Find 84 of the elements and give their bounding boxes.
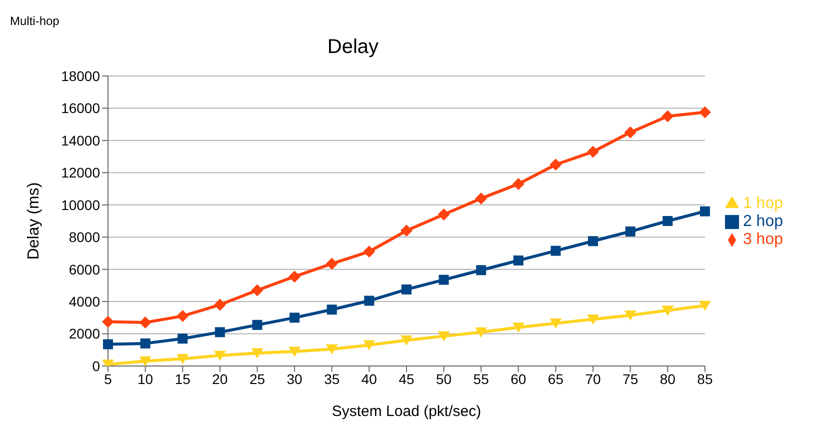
x-tick-label: 15 [174, 370, 191, 387]
x-tick-label: 25 [249, 370, 266, 387]
x-tick-label: 75 [622, 370, 638, 387]
x-tick-label: 55 [473, 370, 490, 387]
x-tick-label: 5 [104, 370, 112, 387]
y-tick-label: 6000 [68, 261, 100, 278]
point [288, 270, 301, 283]
point [102, 316, 114, 328]
x-tick-label: 40 [361, 370, 378, 387]
point [512, 322, 524, 333]
point [438, 274, 449, 285]
point [513, 255, 524, 266]
point [401, 284, 412, 294]
legend-label: 3 hop [742, 231, 783, 248]
point [662, 110, 674, 122]
point [214, 298, 226, 311]
x-tick-label: 65 [548, 370, 564, 387]
point [214, 350, 226, 361]
x-tick-label: 85 [697, 370, 713, 387]
x-axis-title: System Load (pkt/sec) [332, 403, 482, 420]
x-tick-label: 45 [398, 370, 414, 387]
point [587, 314, 600, 325]
point [550, 158, 562, 171]
y-tick-label: 14000 [61, 132, 100, 148]
point [438, 331, 450, 342]
y-tick-label: 12000 [61, 164, 100, 181]
point [139, 316, 152, 328]
point [400, 224, 412, 237]
point [550, 318, 562, 329]
y-axis-title: Delay (ms) [26, 182, 43, 260]
point [475, 327, 488, 338]
point [252, 320, 262, 330]
point [326, 344, 338, 354]
x-tick-label: 20 [212, 370, 228, 387]
point [363, 340, 376, 350]
point [363, 246, 376, 258]
point [103, 339, 113, 350]
point [700, 206, 710, 216]
y-tick-label: 0 [92, 358, 100, 374]
point [588, 236, 598, 246]
point [587, 146, 600, 158]
x-tick-label: 30 [286, 370, 303, 387]
point [400, 335, 412, 346]
point [214, 327, 225, 338]
point [139, 356, 152, 366]
point [176, 310, 189, 322]
y-tick-label: 16000 [61, 100, 100, 116]
point [624, 310, 636, 321]
point [662, 306, 674, 316]
point [251, 348, 264, 359]
point [140, 338, 150, 348]
x-tick-label: 35 [324, 370, 340, 387]
point [662, 216, 673, 226]
point [476, 265, 486, 276]
point [438, 208, 450, 221]
y-tick-label: 2000 [68, 326, 100, 342]
point [624, 126, 636, 138]
legend-label: 1 hop [742, 195, 783, 212]
x-tick-label: 70 [585, 370, 602, 387]
point [698, 106, 711, 118]
point [251, 284, 264, 296]
point [550, 246, 561, 256]
point [326, 304, 337, 315]
y-tick-label: 4000 [68, 294, 100, 310]
chart-title: Delay [326, 36, 380, 59]
point [326, 258, 338, 270]
x-tick-label: 10 [138, 370, 154, 387]
y-tick-label: 18000 [61, 68, 100, 84]
point [288, 346, 301, 357]
x-tick-label: 80 [660, 370, 676, 387]
point [698, 300, 711, 311]
x-tick-label: 50 [436, 370, 452, 387]
point [364, 296, 374, 306]
point [625, 226, 636, 236]
point [475, 192, 488, 204]
point [176, 354, 189, 364]
point [512, 178, 524, 190]
point [178, 334, 188, 344]
text: Multi-hop [10, 14, 60, 28]
x-tick-label: 60 [510, 370, 526, 387]
legend-label: 2 hop [742, 213, 783, 230]
y-tick-label: 10000 [61, 196, 100, 213]
y-tick-label: 8000 [68, 229, 100, 246]
point [290, 312, 300, 323]
